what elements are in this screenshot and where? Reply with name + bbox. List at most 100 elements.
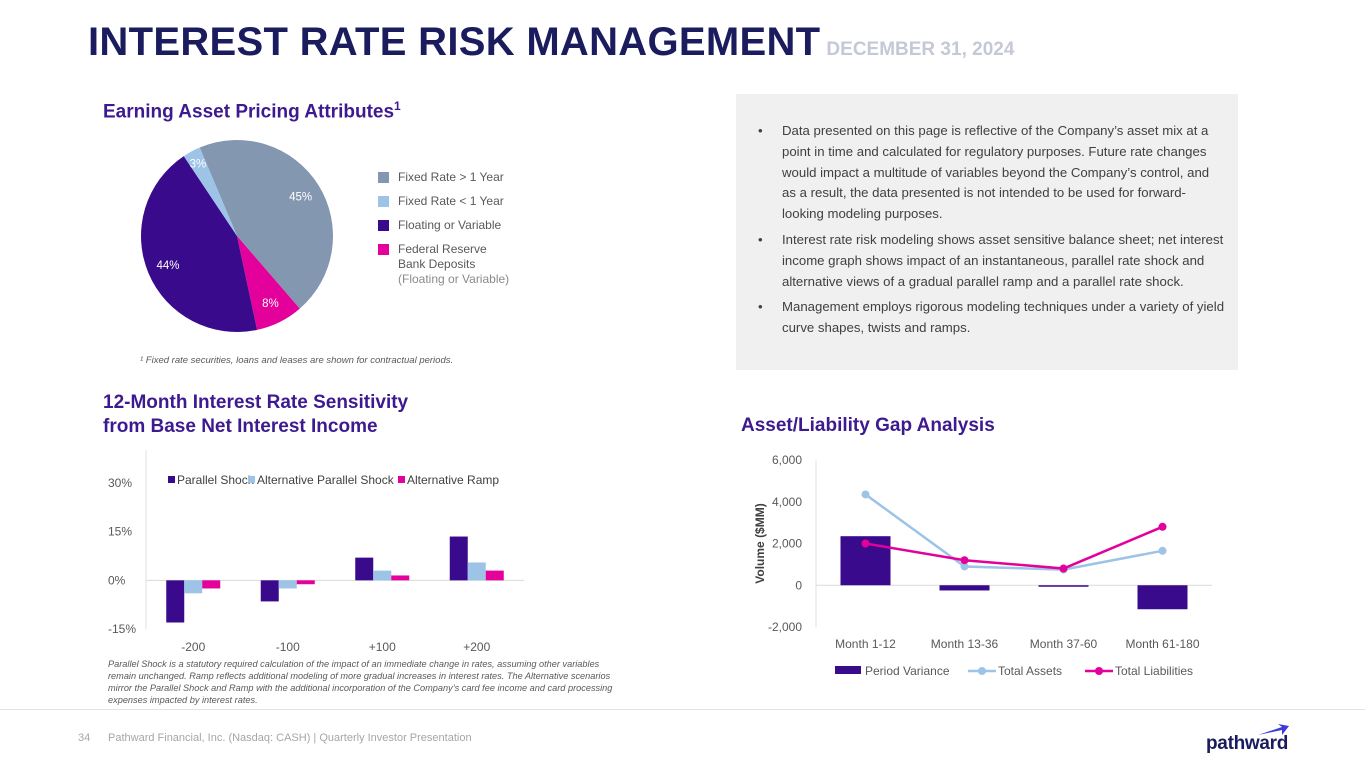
- gap-series-point: [861, 490, 870, 499]
- page-title: INTEREST RATE RISK MANAGEMENT DECEMBER 31…: [88, 20, 1014, 65]
- gap-series-point: [960, 556, 969, 565]
- gap-series-point: [1158, 522, 1167, 531]
- gap-series-point: [1158, 546, 1167, 555]
- pie-legend-swatch: [378, 220, 389, 231]
- note-item: Interest rate risk modeling shows asset …: [758, 230, 1226, 292]
- x-tick-label: +100: [369, 640, 396, 654]
- sensitivity-legend-label: Alternative Ramp: [407, 473, 499, 487]
- y-tick-label: 0: [795, 578, 802, 592]
- pie-legend-label: Fixed Rate < 1 Year: [398, 194, 504, 208]
- period-variance-bar: [1038, 585, 1089, 587]
- pie-slice: [140, 156, 258, 332]
- footer-divider: [0, 709, 1365, 710]
- sensitivity-bar: [278, 580, 297, 589]
- gap-legend-label: Period Variance: [865, 664, 950, 678]
- x-tick-label: -200: [181, 640, 205, 654]
- pie-slice-label: 44%: [156, 260, 179, 272]
- gap-legend-label: Total Assets: [998, 664, 1062, 678]
- sensitivity-bar: [184, 580, 203, 594]
- y-tick-label: 0%: [108, 573, 126, 587]
- logo-wordmark: pathward: [1206, 733, 1289, 754]
- y-tick-label: 30%: [108, 476, 132, 490]
- pie-legend-sublabel: (Floating or Variable): [398, 272, 510, 286]
- pie-slice: [237, 236, 300, 330]
- title-text: INTEREST RATE RISK MANAGEMENT: [88, 20, 821, 64]
- sensitivity-legend-swatch: [168, 476, 175, 483]
- sensitivity-heading-line1: 12-Month Interest Rate Sensitivity: [103, 392, 409, 413]
- y-tick-label: -2,000: [768, 620, 802, 634]
- y-tick-label: 4,000: [772, 495, 802, 509]
- sensitivity-heading-line2: from Base Net Interest Income: [103, 416, 378, 437]
- sensitivity-footnote: Parallel Shock is a statutory required c…: [108, 659, 613, 705]
- pie-legend-swatch: [378, 196, 389, 207]
- note-item: Management employs rigorous modeling tec…: [758, 297, 1226, 339]
- logo-arrow-icon: [1258, 724, 1289, 735]
- rate-sensitivity-bar-chart: -15% 0% 15% 30% -200 -100 +100 +200 Parallel Sho…: [108, 450, 524, 654]
- gap-analysis-chart: -2,000 0 2,000 4,000 6,000 Volume ($MM) Month …: [753, 453, 1212, 678]
- notes-box: Data presented on this page is reflectiv…: [736, 94, 1238, 370]
- sensitivity-bar: [467, 562, 486, 581]
- pie-heading-footnote-marker: 1: [394, 99, 401, 113]
- sensitivity-bar: [355, 557, 374, 581]
- sensitivity-bar: [485, 570, 504, 581]
- y-tick-label: 6,000: [772, 453, 802, 467]
- sensitivity-bar: [166, 580, 185, 623]
- sensitivity-legend-label: Alternative Parallel Shock: [257, 473, 395, 487]
- x-tick-label: Month 37-60: [1030, 637, 1098, 651]
- pie-legend-swatch: [378, 172, 389, 183]
- pie-legend-item: Floating or Variable: [378, 218, 538, 233]
- page-number: 34: [78, 732, 91, 744]
- y-tick-label: -15%: [108, 622, 136, 636]
- x-tick-label: -100: [276, 640, 300, 654]
- gap-legend-marker: [1095, 667, 1103, 675]
- x-tick-label: Month 1-12: [835, 637, 896, 651]
- gap-series-point: [1059, 564, 1068, 573]
- pie-section-heading: Earning Asset Pricing Attributes1: [103, 94, 401, 124]
- sensitivity-bar: [202, 580, 221, 589]
- gap-legend-label: Total Liabilities: [1115, 664, 1193, 678]
- gap-series-point: [861, 539, 870, 548]
- pie-legend: Fixed Rate > 1 Year Fixed Rate < 1 Year Fl…: [378, 170, 538, 300]
- pie-legend-label: Federal Reserve Bank Deposits: [398, 242, 487, 271]
- y-tick-label: 2,000: [772, 537, 802, 551]
- pie-legend-swatch: [378, 244, 389, 255]
- period-variance-bar: [1137, 585, 1188, 610]
- y-axis-label: Volume ($MM): [753, 503, 767, 583]
- sensitivity-bar: [296, 580, 315, 585]
- gap-legend-marker: [978, 667, 986, 675]
- footer-text: Pathward Financial, Inc. (Nasdaq: CASH) …: [108, 732, 472, 744]
- gap-series-line: [865, 525, 1163, 570]
- pie-slice: [199, 139, 333, 309]
- sensitivity-bar: [391, 575, 410, 581]
- y-tick-label: 15%: [108, 525, 132, 539]
- sensitivity-heading: 12-Month Interest Rate Sensitivity from …: [103, 391, 408, 439]
- x-tick-label: Month 61-180: [1125, 637, 1199, 651]
- pie-legend-item: Fixed Rate > 1 Year: [378, 170, 538, 185]
- gap-analysis-heading: Asset/Liability Gap Analysis: [741, 415, 995, 436]
- pie-slice: [183, 147, 237, 236]
- title-date: DECEMBER 31, 2024: [826, 39, 1015, 60]
- sensitivity-legend-swatch: [398, 476, 405, 483]
- pie-legend-label: Floating or Variable: [398, 218, 502, 232]
- sensitivity-legend-label: Parallel Shock: [177, 473, 255, 487]
- pie-legend-item: Fixed Rate < 1 Year: [378, 194, 538, 209]
- earning-asset-pie-chart: 45% 8% 44% 3%: [140, 139, 333, 332]
- x-tick-label: +200: [463, 640, 490, 654]
- pie-legend-item: Federal Reserve Bank Deposits (Floating o…: [378, 242, 538, 287]
- sensitivity-bar: [373, 570, 392, 581]
- x-tick-label: Month 13-36: [931, 637, 999, 651]
- sensitivity-bar: [260, 580, 279, 602]
- gap-series-point: [960, 562, 969, 571]
- pie-slice-label: 8%: [262, 298, 279, 310]
- pathward-logo: pathward: [1206, 723, 1296, 757]
- notes-list: Data presented on this page is reflectiv…: [736, 94, 1238, 339]
- pie-slice-label: 3%: [190, 158, 207, 170]
- pie-legend-label: Fixed Rate > 1 Year: [398, 170, 504, 184]
- pie-heading-text: Earning Asset Pricing Attributes: [103, 101, 395, 123]
- pie-slice-label: 45%: [289, 191, 312, 203]
- sensitivity-legend-swatch: [248, 476, 255, 483]
- sensitivity-bar: [449, 536, 468, 581]
- period-variance-bar: [939, 585, 990, 591]
- pie-footnote: ¹ Fixed rate securities, loans and lease…: [140, 355, 454, 366]
- gap-series-line: [864, 493, 1163, 571]
